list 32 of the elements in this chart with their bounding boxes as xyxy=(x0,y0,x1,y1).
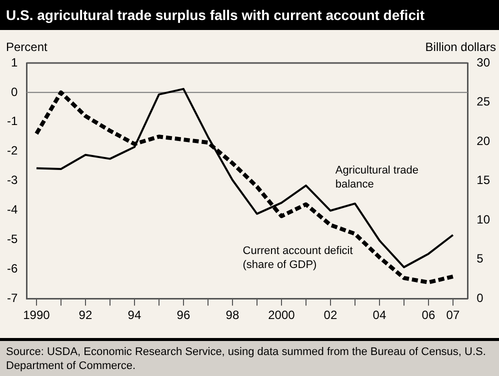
y-tick-label: -7 xyxy=(7,290,18,305)
x-tick-label: 04 xyxy=(372,308,386,322)
y2-axis-title: Billion dollars xyxy=(425,40,496,54)
y2-tick-label: 20 xyxy=(476,134,490,148)
y2-tick-label: 5 xyxy=(476,252,484,266)
y-tick-label: -4 xyxy=(7,202,18,217)
y2-tick-label: 25 xyxy=(476,94,490,109)
series-label: Agricultural trade balance xyxy=(335,164,419,191)
chart-title: U.S. agricultural trade surplus falls with current account deficit xyxy=(0,0,499,36)
y-tick-label: -5 xyxy=(7,232,18,246)
y2-tick-label: 30 xyxy=(476,55,490,70)
x-tick-label: 2000 xyxy=(268,308,296,322)
x-tick-label: 92 xyxy=(78,308,92,322)
y2-tick-label: 10 xyxy=(476,212,490,226)
y-tick-label: -2 xyxy=(7,144,18,158)
y2-tick-label: 0 xyxy=(476,290,484,305)
y-tick-label: -3 xyxy=(7,173,18,188)
x-tick-label: 94 xyxy=(128,308,142,322)
y-tick-label: -6 xyxy=(7,261,18,276)
series-label: Current account deficit (share of GDP) xyxy=(242,244,353,271)
y-axis-title: Percent xyxy=(6,40,48,54)
x-tick-label: 07 xyxy=(446,308,460,322)
y-tick-label: 0 xyxy=(10,84,18,99)
x-tick-label: 06 xyxy=(422,308,436,322)
x-tick-label: 98 xyxy=(226,308,240,322)
y-tick-label: 1 xyxy=(10,55,18,70)
source-note: Source: USDA, Economic Research Service, using data summed from the Bureau of Census, U.S. Department of Commerce. xyxy=(0,338,499,376)
y-tick-label: -1 xyxy=(7,114,18,128)
x-tick-label: 96 xyxy=(176,308,190,322)
y2-tick-label: 15 xyxy=(476,173,490,188)
x-tick-label: 02 xyxy=(324,308,338,322)
x-tick-label: 1990 xyxy=(23,308,50,322)
